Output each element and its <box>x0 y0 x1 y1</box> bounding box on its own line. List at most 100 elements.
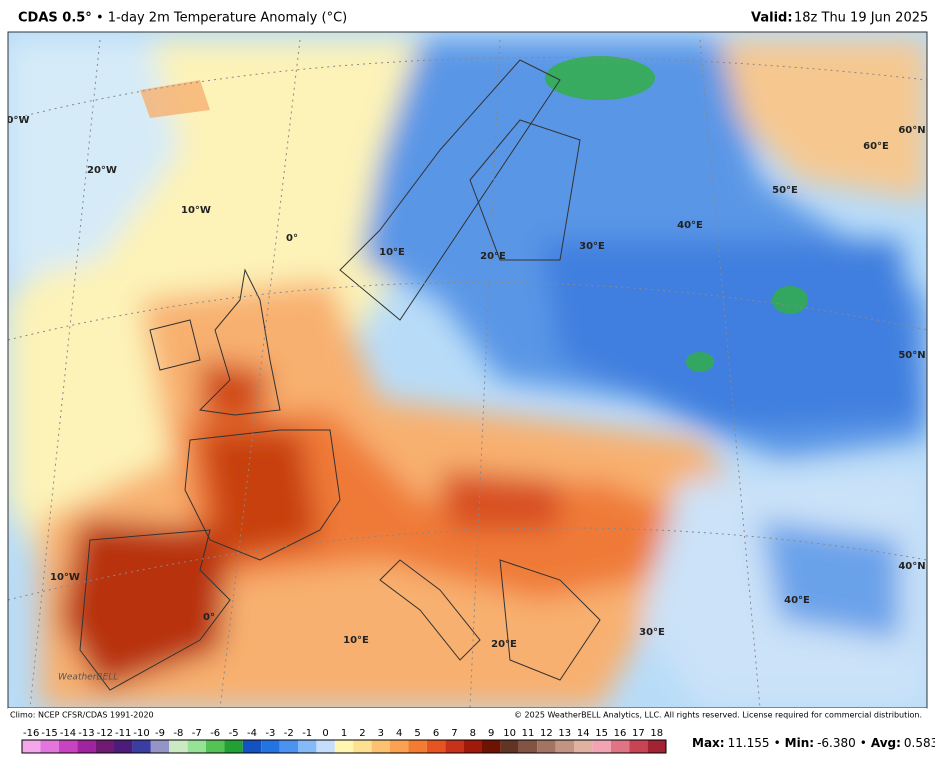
grid-label: 30°E <box>579 241 605 252</box>
colorbar-frame <box>21 739 667 754</box>
colorbar-label: 13 <box>558 728 571 739</box>
colorbar-cell <box>114 740 133 753</box>
colorbar-label: -3 <box>265 728 275 739</box>
colorbar-cell <box>647 740 666 753</box>
colorbar-label: 9 <box>488 728 494 739</box>
colorbar-cell <box>445 740 464 753</box>
colorbar-cell <box>371 740 390 753</box>
colorbar-cell <box>334 740 354 753</box>
colorbar-label: 11 <box>522 728 535 739</box>
stats: Max: 11.155 • Min: -6.380 • Avg: 0.583 <box>692 736 935 750</box>
stats-label: Min: <box>785 736 814 750</box>
colorbar-cell <box>316 740 335 753</box>
climo: Climo: NCEP CFSR/CDAS 1991-2020 <box>10 711 154 720</box>
colorbar-cell <box>537 740 556 753</box>
colorbar-label: 5 <box>414 728 420 739</box>
stats-value: -6.380 <box>817 736 856 750</box>
colorbar-label: -4 <box>247 728 257 739</box>
colorbar-label: 3 <box>378 728 384 739</box>
colorbar-label: -7 <box>192 728 202 739</box>
colorbar-cell <box>592 740 611 753</box>
grid-label: 0°W <box>7 115 30 126</box>
colorbar-label: 15 <box>595 728 608 739</box>
grid-label: 60°N <box>898 125 925 136</box>
grid-label: 50°N <box>898 350 925 361</box>
grid-label: 10°W <box>50 572 80 583</box>
colorbar-label: 2 <box>359 728 365 739</box>
grid-label: 40°E <box>784 595 810 606</box>
copyright: © 2025 WeatherBELL Analytics, LLC. All r… <box>514 711 922 720</box>
stats-separator: • <box>860 736 867 750</box>
colorbar-label: -6 <box>210 728 220 739</box>
colorbar-cell <box>500 740 519 753</box>
valid-label: Valid: <box>751 11 793 26</box>
colorbar-cell <box>426 740 446 753</box>
colorbar-label: -14 <box>60 728 76 739</box>
colorbar-label: -10 <box>133 728 149 739</box>
description: • 1-day 2m Temperature Anomaly (°C) <box>96 11 347 26</box>
colorbar-cell <box>77 740 96 753</box>
colorbar-cell <box>224 740 243 753</box>
colorbar-label: 17 <box>632 728 645 739</box>
grid-label: 10°W <box>181 205 211 216</box>
colorbar-label: -12 <box>97 728 113 739</box>
grid-label: 20°W <box>87 165 117 176</box>
colorbar-label: -9 <box>155 728 165 739</box>
colorbar-label: 6 <box>433 728 439 739</box>
grid-label: 60°E <box>863 141 889 152</box>
colorbar-cell <box>187 740 206 753</box>
colorbar-cell <box>279 740 298 753</box>
map: WeatherBELL 0°W 20°W 10°W 0° 10°E 20°E 30°E 40°… <box>7 32 927 708</box>
grid-label: 20°E <box>480 251 506 262</box>
colorbar-label: 0 <box>322 728 328 739</box>
footer-strip <box>8 708 927 720</box>
grid-label: 40°E <box>677 220 703 231</box>
stats-value: 11.155 <box>728 736 770 750</box>
colorbar-cell <box>261 740 280 753</box>
colorbar-label: 14 <box>577 728 590 739</box>
colorbar-cell <box>22 740 41 753</box>
colorbar-label: -16 <box>23 728 39 739</box>
colorbar-cell <box>242 740 262 753</box>
colorbar-cell <box>206 740 225 753</box>
grid-label: 10°E <box>379 247 405 258</box>
colorbar-cell <box>353 740 372 753</box>
colorbar-label: 10 <box>503 728 516 739</box>
colorbar-label: 8 <box>470 728 476 739</box>
colorbar-label: 7 <box>451 728 457 739</box>
colorbar-cell <box>298 740 317 753</box>
colorbar-label: 12 <box>540 728 553 739</box>
colorbar-cell <box>610 740 630 753</box>
grid-label: 0° <box>286 233 298 244</box>
colorbar-cell <box>629 740 648 753</box>
grid-label: 40°N <box>898 561 925 572</box>
colorbar-label: 1 <box>341 728 347 739</box>
colorbar-cell <box>390 740 409 753</box>
colorbar-label: -11 <box>115 728 131 739</box>
colorbar-label: -2 <box>284 728 294 739</box>
colorbar-label: 16 <box>614 728 627 739</box>
colorbar-cell <box>169 740 188 753</box>
colorbar-cell <box>150 740 170 753</box>
grid-label: 20°E <box>491 639 517 650</box>
logo: WeatherBELL <box>58 673 118 683</box>
colorbar-cell <box>408 740 427 753</box>
model: CDAS 0.5° <box>18 11 92 26</box>
colorbar-cell <box>482 740 501 753</box>
colorbar-cell <box>40 740 59 753</box>
colorbar-cell <box>132 740 151 753</box>
colorbar-label: 18 <box>650 728 663 739</box>
colorbar-label: -5 <box>229 728 239 739</box>
grid-label: 0° <box>203 612 215 623</box>
colorbar-label: 4 <box>396 728 402 739</box>
stats-label: Max: <box>692 736 725 750</box>
colorbar-label: -1 <box>302 728 312 739</box>
colorbar-label: -13 <box>78 728 94 739</box>
stats-value: 0.583 <box>904 736 935 750</box>
colorbar-cell <box>463 740 482 753</box>
valid-time: 18z Thu 19 Jun 2025 <box>794 11 928 26</box>
colorbar-label: -15 <box>41 728 57 739</box>
colorbar-label: -8 <box>173 728 183 739</box>
colorbar-cell <box>518 740 538 753</box>
